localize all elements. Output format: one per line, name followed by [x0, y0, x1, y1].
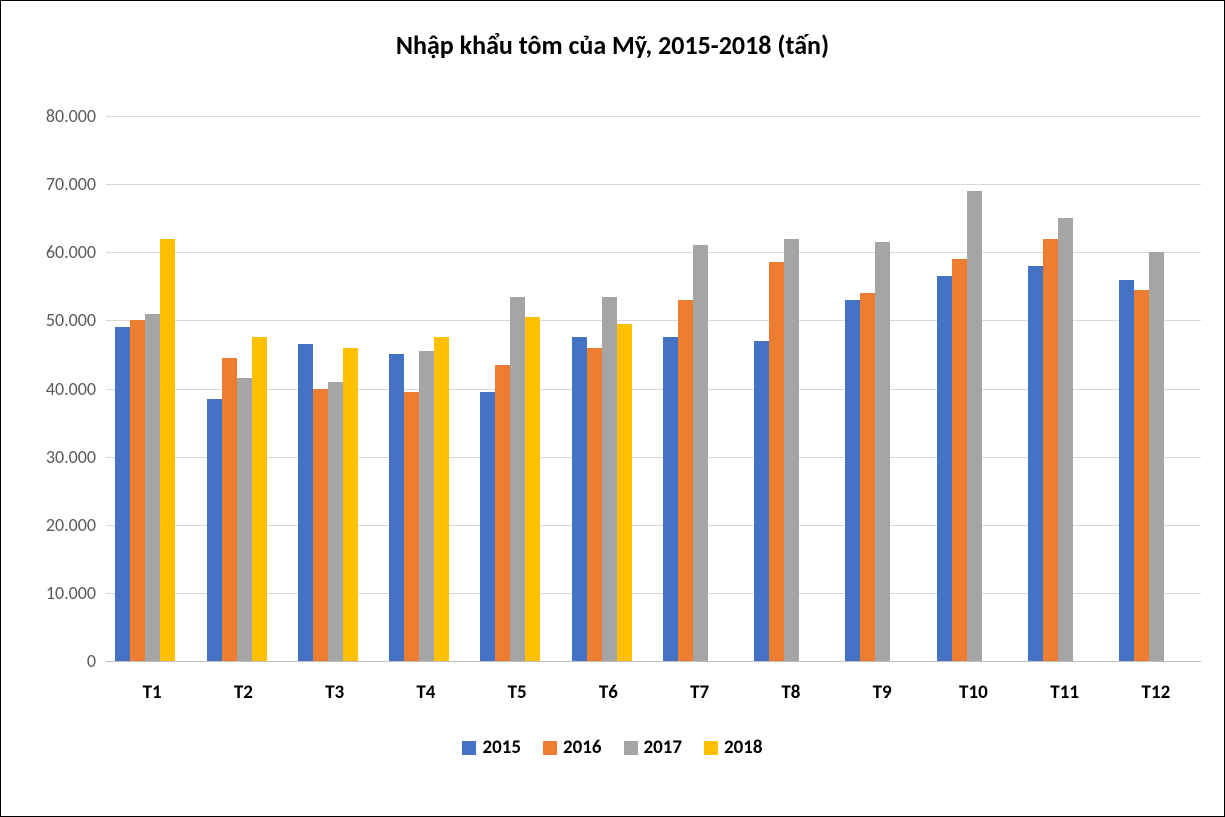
- bar: [510, 297, 525, 661]
- bar: [525, 317, 540, 661]
- y-tick-label: 30.000: [16, 446, 96, 468]
- chart-legend: 2015 2016 2017 2018: [1, 736, 1224, 759]
- legend-item: 2016: [543, 736, 602, 759]
- y-tick-label: 50.000: [16, 309, 96, 331]
- bar: [602, 297, 617, 661]
- bar: [952, 259, 967, 661]
- x-tick-label: T10: [928, 681, 1019, 704]
- gridline: [106, 116, 1201, 117]
- bar: [860, 293, 875, 661]
- bar: [967, 191, 982, 661]
- plot-area: [106, 116, 1201, 661]
- bar: [115, 327, 130, 661]
- bar: [784, 239, 799, 661]
- bar: [587, 348, 602, 661]
- bar: [693, 245, 708, 661]
- bar: [237, 378, 252, 661]
- bar: [1134, 290, 1149, 661]
- gridline: [106, 252, 1201, 253]
- x-tick-label: T12: [1110, 681, 1201, 704]
- legend-label: 2018: [724, 736, 763, 759]
- x-tick-label: T8: [745, 681, 836, 704]
- legend-label: 2017: [644, 736, 683, 759]
- gridline: [106, 184, 1201, 185]
- bar: [495, 365, 510, 661]
- y-tick-label: 60.000: [16, 241, 96, 263]
- y-tick-label: 10.000: [16, 582, 96, 604]
- bar: [160, 239, 175, 661]
- bar: [1149, 252, 1164, 661]
- bar: [937, 276, 952, 661]
- x-tick-label: T7: [654, 681, 745, 704]
- bar: [572, 337, 587, 661]
- bar: [343, 348, 358, 661]
- bar: [130, 320, 145, 661]
- x-tick-label: T1: [107, 681, 198, 704]
- x-tick-label: T6: [563, 681, 654, 704]
- y-tick-label: 80.000: [16, 105, 96, 127]
- x-tick-label: T3: [289, 681, 380, 704]
- x-tick-label: T4: [380, 681, 471, 704]
- legend-swatch: [462, 741, 476, 755]
- legend-swatch: [543, 741, 557, 755]
- y-tick-label: 70.000: [16, 173, 96, 195]
- bar: [252, 337, 267, 661]
- y-tick-label: 40.000: [16, 378, 96, 400]
- legend-label: 2015: [482, 736, 521, 759]
- x-tick-label: T2: [198, 681, 289, 704]
- bar: [298, 344, 313, 661]
- legend-item: 2018: [704, 736, 763, 759]
- bar: [663, 337, 678, 661]
- bar: [145, 314, 160, 661]
- y-tick-label: 20.000: [16, 514, 96, 536]
- legend-item: 2015: [462, 736, 521, 759]
- legend-label: 2016: [563, 736, 602, 759]
- bar: [1043, 239, 1058, 661]
- gridline: [106, 661, 1201, 662]
- bar: [404, 392, 419, 661]
- bar: [328, 382, 343, 661]
- bar: [845, 300, 860, 661]
- bar: [480, 392, 495, 661]
- bar: [1028, 266, 1043, 661]
- bar: [1058, 218, 1073, 661]
- legend-swatch: [704, 741, 718, 755]
- legend-swatch: [624, 741, 638, 755]
- bar: [389, 354, 404, 661]
- bar: [754, 341, 769, 661]
- chart-title: Nhập khẩu tôm của Mỹ, 2015-2018 (tấn): [1, 29, 1224, 61]
- bar: [1119, 280, 1134, 662]
- bar: [678, 300, 693, 661]
- bar: [434, 337, 449, 661]
- bar: [222, 358, 237, 661]
- bar: [313, 389, 328, 662]
- x-tick-label: T11: [1019, 681, 1110, 704]
- x-tick-label: T9: [837, 681, 928, 704]
- bar: [419, 351, 434, 661]
- bar: [207, 399, 222, 661]
- bar: [769, 262, 784, 661]
- bar: [875, 242, 890, 661]
- chart-container: Nhập khẩu tôm của Mỹ, 2015-2018 (tấn) 20…: [0, 0, 1225, 817]
- y-tick-label: 0: [16, 650, 96, 672]
- bar: [617, 324, 632, 661]
- legend-item: 2017: [624, 736, 683, 759]
- x-tick-label: T5: [472, 681, 563, 704]
